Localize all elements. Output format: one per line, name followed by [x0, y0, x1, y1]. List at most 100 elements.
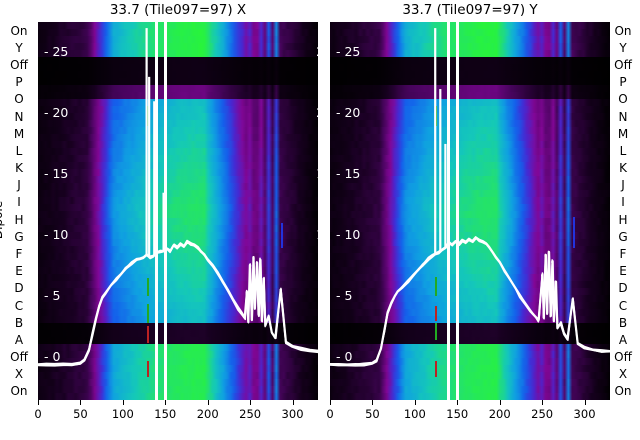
trace-line-y: [330, 28, 610, 367]
categorical-axis-right: On Y Off P O N M L K J I H G F E D C B A Off X On: [606, 22, 640, 400]
x-tick-label: 200: [488, 407, 511, 421]
heatmap-row: [330, 274, 610, 282]
heatmap-row: [330, 85, 610, 93]
heatmap-row: [330, 204, 610, 212]
heatmap-marker: [280, 223, 283, 248]
dipole-tick-label: B: [14, 315, 24, 330]
heatmap-row: [38, 176, 318, 184]
heatmap-row: [38, 253, 318, 261]
data-gap-column: [163, 22, 167, 400]
heatmap-row: [330, 120, 610, 128]
y-tick-label-right: 15: [316, 166, 318, 181]
heatmap-row: [38, 190, 318, 198]
heatmap-row: [330, 36, 610, 44]
heatmap-row: [38, 274, 318, 282]
heatmap-row: [330, 113, 610, 121]
y-tick-label: - 0: [44, 349, 61, 365]
heatmap-row: [38, 92, 318, 100]
heatmap-row: [330, 218, 610, 226]
heatmap-row: [330, 330, 610, 338]
dipole-tick-label: Off: [10, 57, 28, 72]
heatmap-row: [330, 253, 610, 261]
dipole-tick-label: E: [15, 264, 23, 279]
heatmap-image-y: [330, 22, 610, 400]
heatmap-row: [38, 113, 318, 121]
x-tick-mark: [38, 400, 39, 405]
heatmap-row: [38, 99, 318, 107]
heatmap-row: [38, 78, 318, 86]
heatmap-row: [38, 246, 318, 254]
trace-line-x: [38, 28, 318, 367]
x-tick-mark: [584, 400, 586, 405]
trace-path: [38, 241, 318, 367]
heatmap-row: [330, 57, 610, 65]
x-tick-mark: [292, 400, 294, 405]
trace-spike: [544, 254, 547, 257]
y-tick-label: - 15: [336, 166, 361, 182]
x-axis-panel-y: 0 50 100 150 200 250 300: [326, 400, 610, 436]
heatmap-row: [38, 379, 318, 387]
panel-title-y: 33.7 (Tile097=97) Y: [402, 2, 538, 18]
trace-spike: [259, 259, 262, 262]
dipole-tick-label: N: [618, 109, 628, 124]
heatmap-marker: [146, 325, 149, 343]
dipole-tick-label: E: [619, 264, 627, 279]
heatmap-panel-x[interactable]: - 2525- 2020- 1515- 1010- 55- 00: [38, 22, 318, 400]
dipole-tick-label: X: [14, 367, 24, 382]
heatmap-panel-y[interactable]: - 25 - 20 - 15 - 10 - 5 - 0: [330, 22, 610, 400]
heatmap-row: [38, 309, 318, 317]
heatmap-row: [38, 281, 318, 289]
dipole-tick-label: X: [618, 367, 628, 382]
heatmap-row: [38, 232, 318, 240]
x-tick-label: 300: [573, 407, 596, 421]
dipole-tick-label: P: [619, 75, 627, 90]
x-tick-mark: [457, 400, 459, 405]
panel-title-x: 33.7 (Tile097=97) X: [109, 2, 247, 18]
heatmap-row: [38, 393, 318, 400]
trace-spike: [262, 278, 265, 281]
trace-spike: [541, 274, 544, 277]
trace-spike: [439, 89, 442, 252]
dipole-tick-label: I: [17, 195, 21, 210]
heatmap-row: [330, 71, 610, 79]
heatmap-marker: [435, 323, 438, 341]
heatmap-row: [330, 358, 610, 366]
trace-path: [330, 237, 610, 367]
dipole-tick-label: M: [617, 126, 629, 141]
dipole-tick-label: On: [614, 384, 632, 399]
x-tick-mark: [80, 400, 82, 405]
trace-spike: [249, 264, 252, 267]
x-tick-label: 100: [111, 407, 134, 421]
dipole-tick-label: On: [10, 384, 28, 399]
trace-spike: [279, 289, 282, 292]
heatmap-row: [38, 372, 318, 380]
dipole-tick-label: Y: [619, 40, 627, 55]
dipole-tick-label: G: [618, 229, 628, 244]
heatmap-row: [330, 22, 610, 30]
x-tick-label: 100: [403, 407, 426, 421]
dipole-tick-label: C: [14, 298, 24, 313]
heatmap-row: [330, 344, 610, 352]
heatmap-row: [38, 127, 318, 135]
heatmap-row: [330, 302, 610, 310]
dipole-tick-label: O: [618, 92, 628, 107]
dipole-tick-label: L: [619, 143, 627, 158]
heatmap-row: [330, 211, 610, 219]
heatmap-row: [38, 141, 318, 149]
dipole-tick-label: B: [618, 315, 628, 330]
heatmap-row: [38, 183, 318, 191]
x-tick-label: 300: [281, 407, 304, 421]
dipole-tick-label: J: [621, 178, 625, 193]
heatmap-row: [38, 351, 318, 359]
x-tick-mark: [165, 400, 167, 405]
trace-spike: [444, 143, 447, 248]
y-tick-label-right: 25: [316, 44, 318, 59]
y-tick-label: - 5: [44, 288, 61, 304]
dipole-tick-label: F: [619, 246, 627, 261]
heatmap-marker: [146, 278, 149, 297]
dipole-tick-label: G: [14, 229, 24, 244]
heatmap-marker: [435, 276, 438, 297]
x-tick-label: 250: [531, 407, 554, 421]
dipole-tick-label: K: [619, 161, 627, 176]
x-tick-mark: [250, 400, 252, 405]
